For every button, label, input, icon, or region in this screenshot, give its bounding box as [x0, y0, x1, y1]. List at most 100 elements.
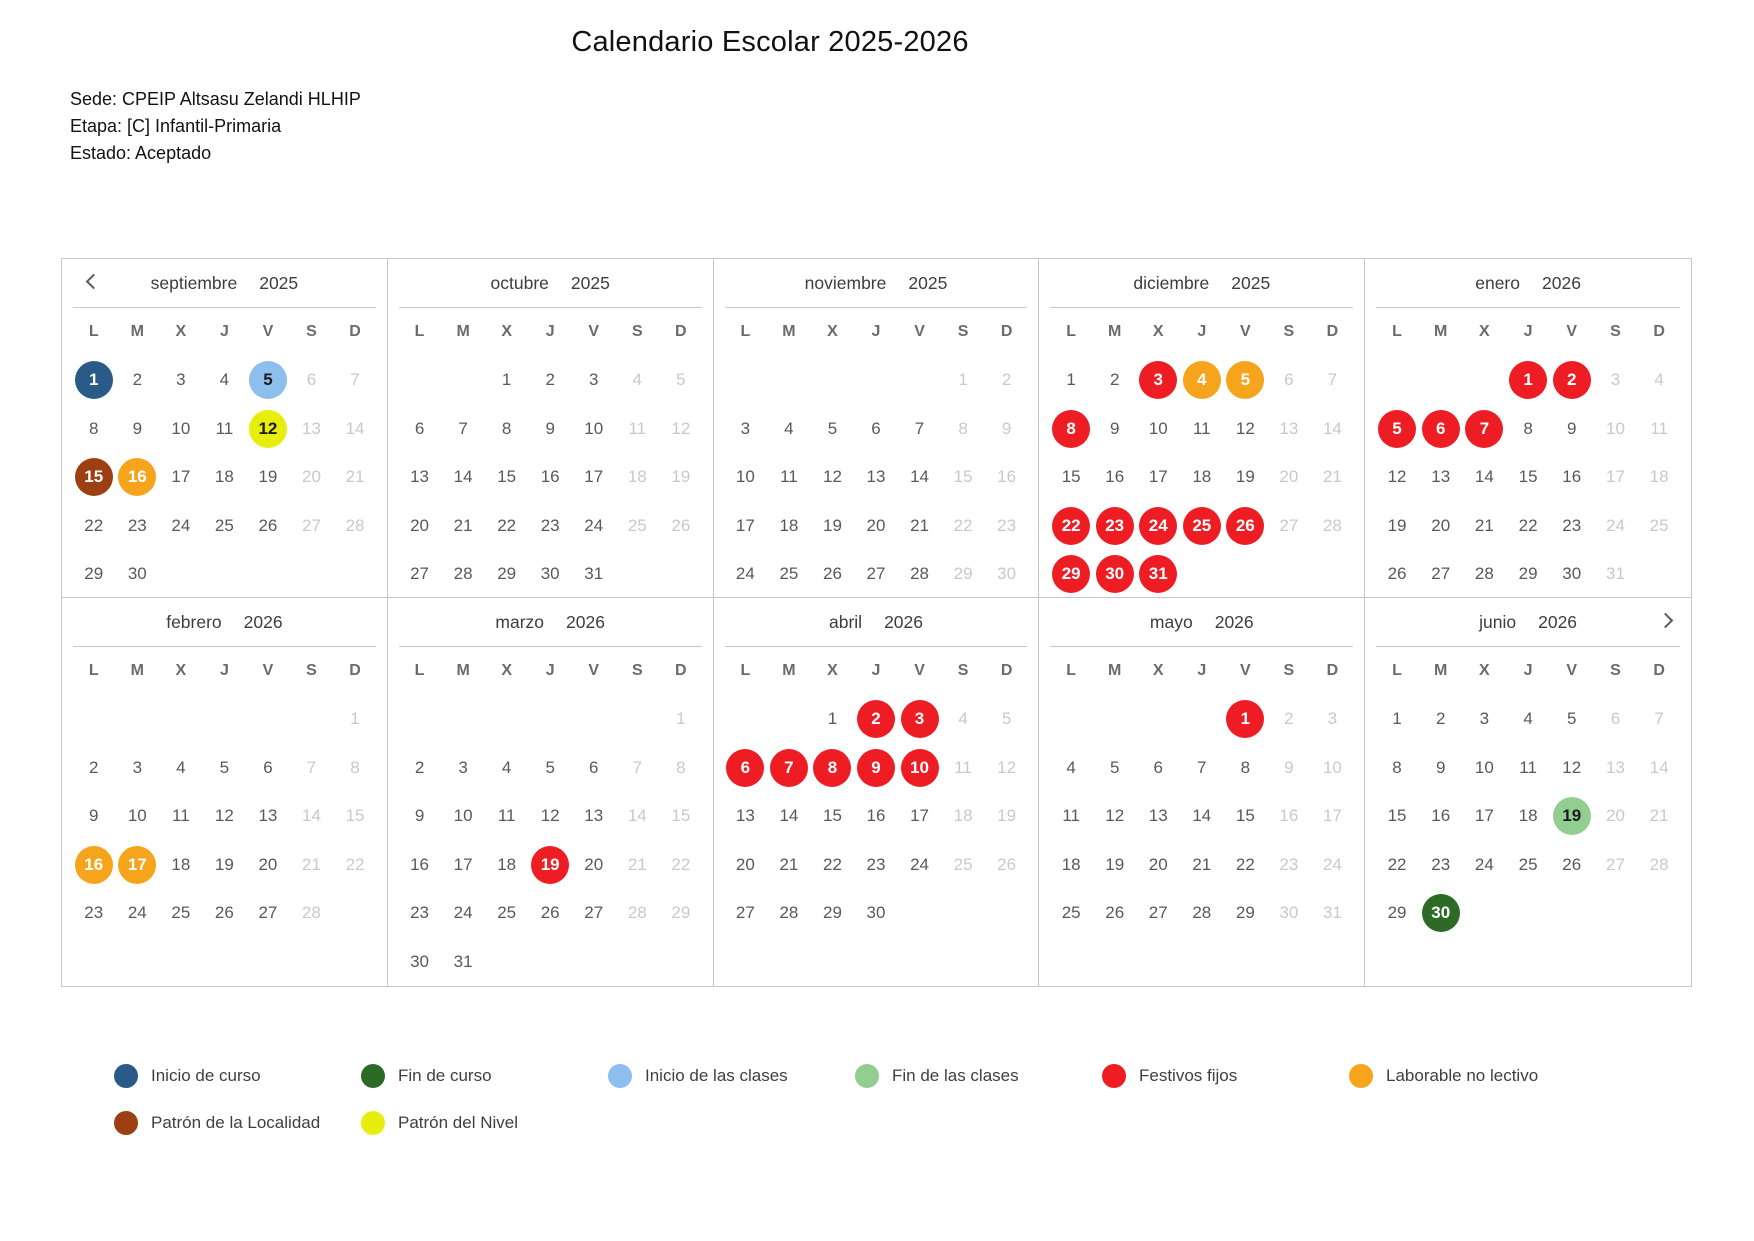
- day-cell-mayo-5[interactable]: 5: [1109, 757, 1120, 777]
- day-cell-diciembre-9[interactable]: 9: [1109, 418, 1120, 438]
- day-cell-abril-18[interactable]: 18: [953, 806, 973, 826]
- day-cell-diciembre-30[interactable]: 30: [1093, 550, 1137, 597]
- day-cell-octubre-22[interactable]: 22: [497, 515, 517, 535]
- day-cell-enero-18[interactable]: 18: [1649, 467, 1669, 487]
- day-cell-marzo-1[interactable]: 1: [676, 709, 686, 729]
- day-cell-noviembre-1[interactable]: 1: [958, 370, 968, 390]
- day-cell-febrero-12[interactable]: 12: [214, 806, 234, 826]
- day-cell-enero-24[interactable]: 24: [1605, 515, 1625, 535]
- day-cell-diciembre-27[interactable]: 27: [1279, 515, 1299, 535]
- day-cell-junio-1[interactable]: 1: [1392, 709, 1402, 729]
- day-cell-enero-22[interactable]: 22: [1518, 515, 1538, 535]
- day-cell-junio-9[interactable]: 9: [1435, 757, 1446, 777]
- day-cell-abril-16[interactable]: 16: [866, 806, 886, 826]
- day-cell-febrero-16[interactable]: 16: [72, 841, 116, 890]
- day-cell-octubre-29[interactable]: 29: [497, 564, 517, 584]
- day-cell-septiembre-30[interactable]: 30: [127, 564, 147, 584]
- day-cell-junio-13[interactable]: 13: [1605, 757, 1625, 777]
- day-cell-octubre-23[interactable]: 23: [540, 515, 560, 535]
- day-cell-junio-14[interactable]: 14: [1649, 757, 1669, 777]
- day-cell-abril-24[interactable]: 24: [910, 854, 929, 874]
- day-cell-febrero-13[interactable]: 13: [258, 806, 278, 826]
- day-cell-septiembre-20[interactable]: 20: [302, 467, 321, 487]
- day-cell-noviembre-25[interactable]: 25: [779, 564, 799, 584]
- day-cell-septiembre-18[interactable]: 18: [214, 467, 234, 487]
- day-cell-enero-12[interactable]: 12: [1387, 467, 1407, 487]
- day-cell-septiembre-12[interactable]: 12: [246, 405, 290, 454]
- day-cell-marzo-23[interactable]: 23: [410, 903, 430, 923]
- day-cell-mayo-18[interactable]: 18: [1061, 854, 1081, 874]
- day-cell-abril-8[interactable]: 8: [811, 744, 855, 793]
- day-cell-enero-10[interactable]: 10: [1605, 418, 1625, 438]
- day-cell-mayo-4[interactable]: 4: [1066, 757, 1076, 777]
- day-cell-febrero-24[interactable]: 24: [127, 903, 147, 923]
- day-cell-diciembre-10[interactable]: 10: [1148, 418, 1168, 438]
- day-cell-enero-20[interactable]: 20: [1431, 515, 1451, 535]
- day-cell-octubre-8[interactable]: 8: [501, 418, 512, 438]
- day-cell-marzo-7[interactable]: 7: [632, 757, 642, 777]
- day-cell-marzo-24[interactable]: 24: [453, 903, 473, 923]
- day-cell-octubre-1[interactable]: 1: [501, 370, 512, 390]
- day-cell-febrero-3[interactable]: 3: [132, 757, 143, 777]
- day-cell-febrero-4[interactable]: 4: [176, 757, 186, 777]
- day-cell-junio-17[interactable]: 17: [1474, 806, 1494, 826]
- day-cell-septiembre-4[interactable]: 4: [219, 370, 230, 390]
- day-cell-abril-30[interactable]: 30: [866, 903, 886, 923]
- day-cell-febrero-26[interactable]: 26: [214, 903, 234, 923]
- day-cell-abril-22[interactable]: 22: [822, 854, 842, 874]
- day-cell-mayo-10[interactable]: 10: [1322, 757, 1342, 777]
- day-cell-febrero-5[interactable]: 5: [219, 757, 230, 777]
- day-cell-noviembre-12[interactable]: 12: [822, 467, 842, 487]
- day-cell-septiembre-24[interactable]: 24: [171, 515, 191, 535]
- day-cell-mayo-31[interactable]: 31: [1322, 903, 1342, 923]
- day-cell-abril-25[interactable]: 25: [953, 854, 973, 874]
- day-cell-junio-2[interactable]: 2: [1435, 709, 1446, 729]
- day-cell-septiembre-2[interactable]: 2: [132, 370, 143, 390]
- day-cell-octubre-30[interactable]: 30: [540, 564, 560, 584]
- day-cell-junio-11[interactable]: 11: [1519, 757, 1537, 777]
- day-cell-marzo-20[interactable]: 20: [584, 854, 604, 874]
- day-cell-junio-15[interactable]: 15: [1387, 806, 1407, 826]
- day-cell-diciembre-28[interactable]: 28: [1322, 515, 1342, 535]
- day-cell-abril-15[interactable]: 15: [822, 806, 842, 826]
- day-cell-marzo-17[interactable]: 17: [453, 854, 473, 874]
- day-cell-abril-26[interactable]: 26: [997, 854, 1017, 874]
- day-cell-noviembre-30[interactable]: 30: [997, 564, 1017, 584]
- day-cell-mayo-1[interactable]: 1: [1224, 695, 1268, 744]
- day-cell-octubre-14[interactable]: 14: [453, 467, 473, 487]
- day-cell-septiembre-11[interactable]: 11: [215, 418, 234, 438]
- day-cell-junio-22[interactable]: 22: [1387, 854, 1407, 874]
- day-cell-noviembre-28[interactable]: 28: [910, 564, 929, 584]
- day-cell-junio-18[interactable]: 18: [1518, 806, 1538, 826]
- day-cell-marzo-31[interactable]: 31: [453, 951, 473, 971]
- day-cell-abril-3[interactable]: 3: [898, 695, 942, 744]
- day-cell-mayo-3[interactable]: 3: [1327, 709, 1338, 729]
- day-cell-junio-10[interactable]: 10: [1474, 757, 1494, 777]
- day-cell-febrero-28[interactable]: 28: [302, 903, 321, 923]
- day-cell-abril-23[interactable]: 23: [866, 854, 886, 874]
- day-cell-diciembre-24[interactable]: 24: [1136, 502, 1180, 551]
- day-cell-noviembre-19[interactable]: 19: [822, 515, 842, 535]
- day-cell-marzo-18[interactable]: 18: [497, 854, 517, 874]
- day-cell-abril-2[interactable]: 2: [854, 695, 898, 744]
- day-cell-marzo-4[interactable]: 4: [501, 757, 512, 777]
- day-cell-octubre-20[interactable]: 20: [410, 515, 430, 535]
- day-cell-junio-4[interactable]: 4: [1523, 709, 1533, 729]
- day-cell-mayo-17[interactable]: 17: [1322, 806, 1342, 826]
- day-cell-noviembre-7[interactable]: 7: [914, 418, 925, 438]
- day-cell-abril-12[interactable]: 12: [997, 757, 1017, 777]
- day-cell-noviembre-24[interactable]: 24: [735, 564, 755, 584]
- day-cell-noviembre-5[interactable]: 5: [827, 418, 838, 438]
- day-cell-septiembre-28[interactable]: 28: [345, 515, 365, 535]
- day-cell-diciembre-20[interactable]: 20: [1279, 467, 1299, 487]
- day-cell-diciembre-21[interactable]: 21: [1322, 467, 1342, 487]
- day-cell-enero-30[interactable]: 30: [1562, 564, 1582, 584]
- day-cell-septiembre-14[interactable]: 14: [345, 418, 365, 438]
- day-cell-noviembre-15[interactable]: 15: [953, 467, 973, 487]
- day-cell-diciembre-17[interactable]: 17: [1148, 467, 1168, 487]
- day-cell-enero-13[interactable]: 13: [1431, 467, 1451, 487]
- day-cell-febrero-25[interactable]: 25: [171, 903, 191, 923]
- day-cell-mayo-29[interactable]: 29: [1235, 903, 1255, 923]
- day-cell-marzo-19[interactable]: 19: [528, 841, 572, 890]
- day-cell-noviembre-16[interactable]: 16: [997, 467, 1017, 487]
